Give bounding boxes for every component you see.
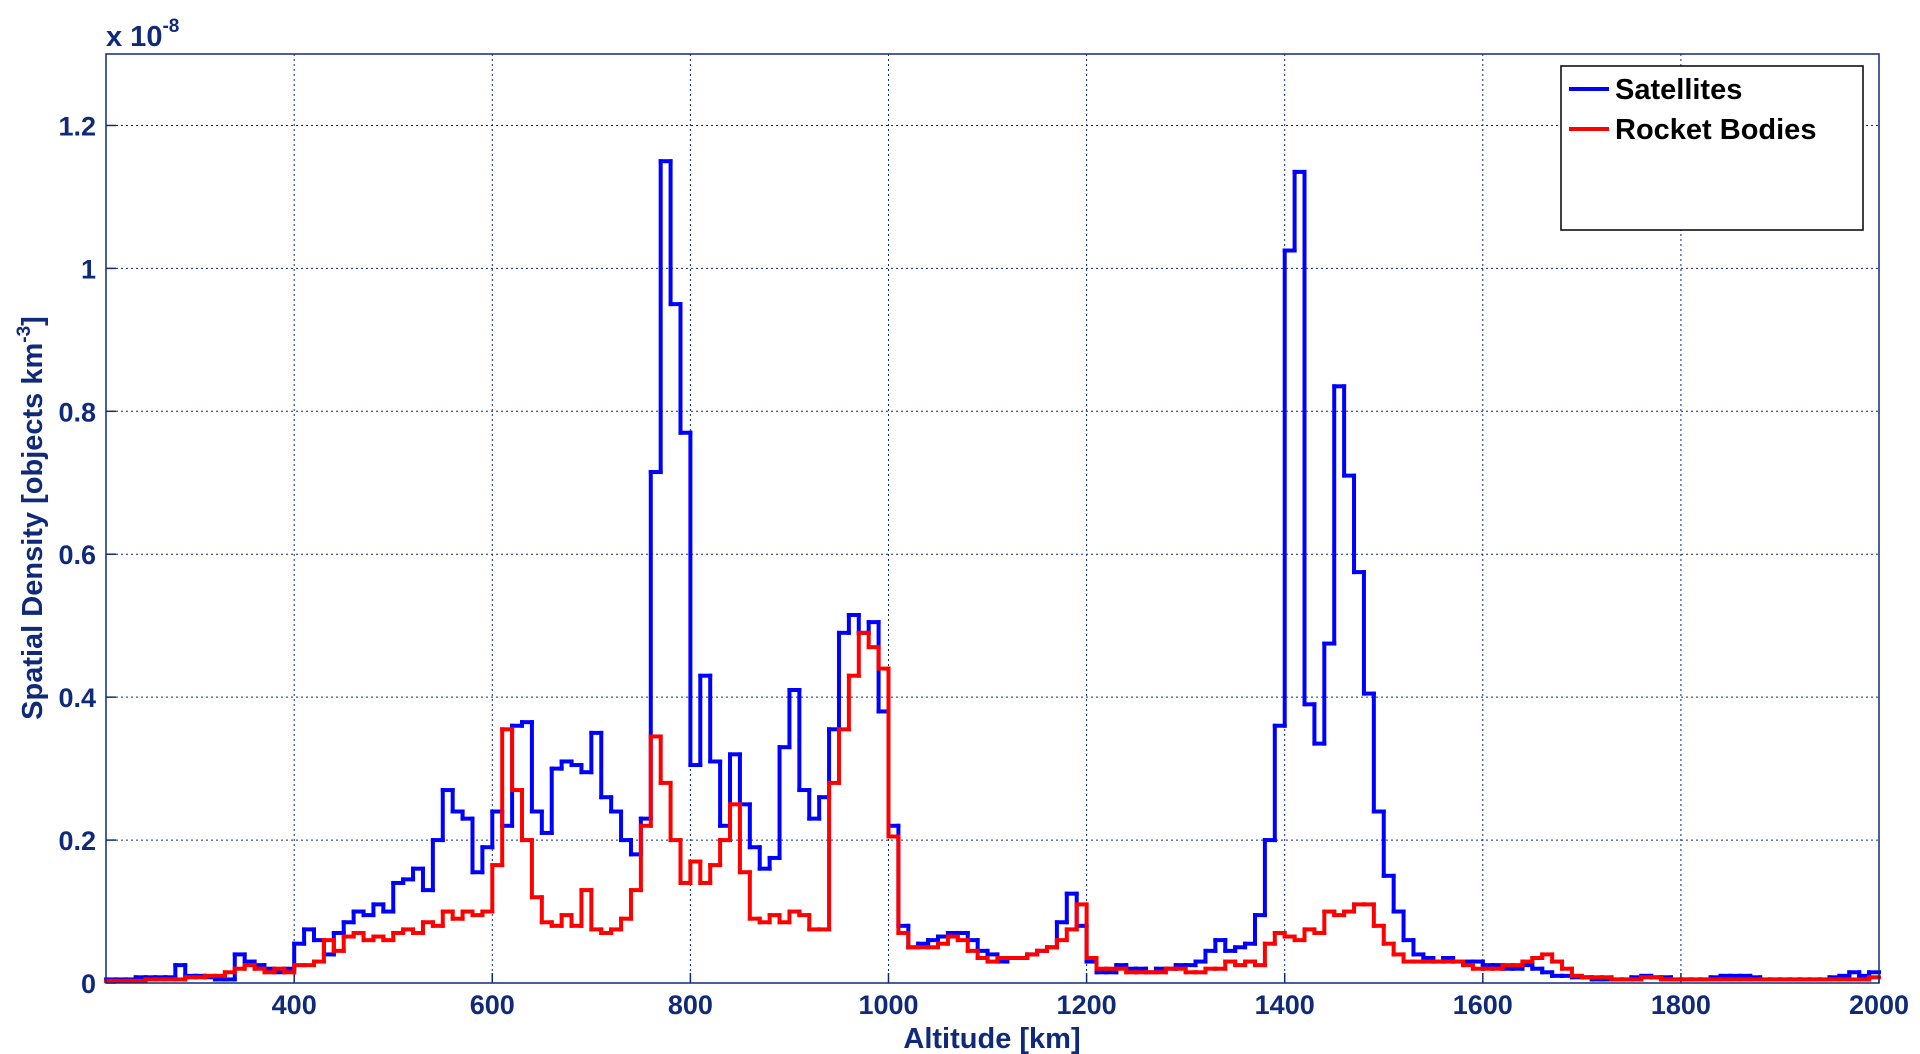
x-tick-label: 1600 xyxy=(1453,990,1513,1020)
y-tick-label: 1.2 xyxy=(58,111,96,141)
legend-label: Satellites xyxy=(1615,74,1742,106)
y-axis-label-sup: -3 xyxy=(14,326,35,343)
series-1 xyxy=(104,630,1881,983)
legend-label: Rocket Bodies xyxy=(1615,114,1816,146)
y-multiplier-exp: -8 xyxy=(162,16,179,37)
y-tick-label: 0.6 xyxy=(58,540,96,570)
x-tick-label: 800 xyxy=(668,990,713,1020)
x-tick-label: 1200 xyxy=(1057,990,1117,1020)
y-axis-label-end: ] xyxy=(17,316,49,326)
series-0 xyxy=(104,159,1881,982)
y-tick-label: 0.2 xyxy=(58,826,96,856)
x-tick-label: 1400 xyxy=(1255,990,1315,1020)
plot-data xyxy=(104,159,1881,983)
x-tick-label: 600 xyxy=(470,990,515,1020)
y-tick-label: 1 xyxy=(81,254,96,284)
y-tick-label: 0 xyxy=(81,969,96,999)
legend-box xyxy=(1560,65,1864,231)
x-tick-label: 2000 xyxy=(1849,990,1909,1020)
x-tick-label: 400 xyxy=(272,990,317,1020)
plot-frame xyxy=(105,53,1880,984)
y-tick-label: 0.4 xyxy=(58,683,96,713)
y-multiplier-base: x 10 xyxy=(106,21,162,53)
x-tick-label: 1800 xyxy=(1651,990,1711,1020)
y-axis-label: Spatial Density [objects km-3] xyxy=(14,316,49,720)
x-tick-label: 1000 xyxy=(858,990,918,1020)
y-axis-label-main: Spatial Density [objects km xyxy=(17,343,49,720)
y-multiplier: x 10-8 xyxy=(106,16,179,53)
legend: Satellites Rocket Bodies xyxy=(1560,65,1864,231)
y-tick-label: 0.8 xyxy=(58,397,96,427)
x-axis-label: Altitude [km] xyxy=(903,1023,1080,1054)
